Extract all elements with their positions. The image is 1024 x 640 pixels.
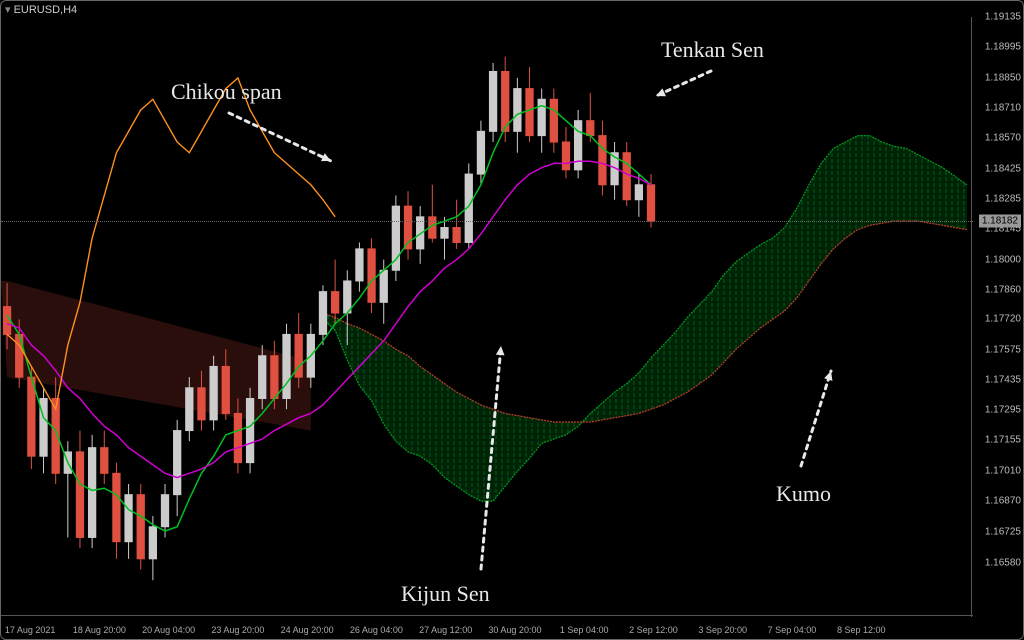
y-axis: 1.18182 1.191351.189951.188501.187101.18…	[971, 17, 1023, 617]
annotation-kijun: Kijun Sen	[401, 581, 490, 607]
symbol-title: EURUSD,H4	[5, 3, 77, 16]
arrow-kijun	[469, 334, 513, 581]
chart-container: EURUSD,H4 1.18182 1.191351.189951.188501…	[0, 0, 1024, 640]
current-price-box: 1.18182	[979, 214, 1021, 227]
arrow-chikou	[217, 101, 343, 173]
current-price-line	[1, 221, 973, 222]
annotation-tenkan: Tenkan Sen	[661, 37, 764, 63]
annotation-chikou: Chikou span	[171, 79, 282, 105]
annotation-kumo: Kumo	[776, 481, 831, 507]
arrow-kumo	[789, 359, 843, 478]
x-axis: 17 Aug 202118 Aug 20:0020 Aug 04:0023 Au…	[1, 615, 973, 639]
arrow-tenkan	[644, 59, 723, 108]
